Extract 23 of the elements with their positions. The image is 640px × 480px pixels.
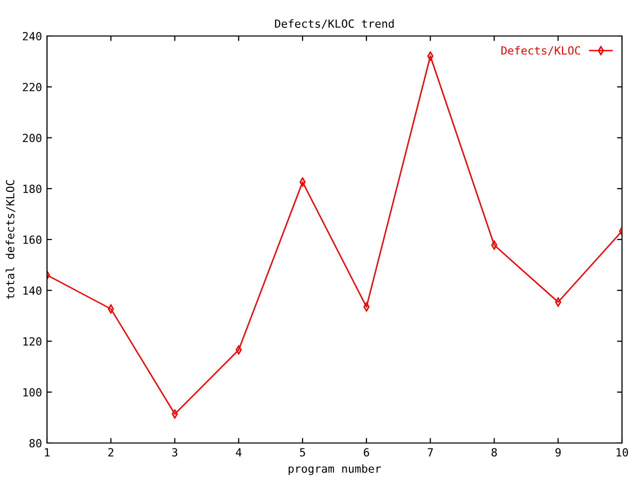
y-tick-label: 100: [23, 388, 42, 397]
x-tick-label: 6: [364, 448, 370, 457]
legend-label: Defects/KLOC: [501, 46, 580, 56]
x-tick-label: 9: [555, 448, 561, 457]
y-tick-label: 120: [23, 337, 42, 346]
x-axis-title: program number: [288, 464, 381, 476]
y-tick-label: 180: [23, 184, 42, 194]
x-tick-label: 8: [492, 448, 497, 457]
x-tick-label: 2: [108, 448, 114, 456]
x-tick-label: 5: [300, 448, 306, 457]
y-tick-label: 80: [29, 439, 42, 448]
x-tick-label: 10: [616, 448, 628, 457]
chart-title: Defects/KLOC trend: [275, 19, 394, 29]
y-axis-title: total defects/KLOC: [6, 180, 16, 299]
y-tick-label: 200: [22, 134, 42, 142]
x-tick-label: 1: [44, 448, 50, 456]
y-tick-label: 140: [23, 286, 42, 295]
x-tick-label: 7: [428, 448, 433, 456]
x-tick-label: 3: [172, 448, 178, 457]
y-tick-label: 240: [22, 32, 42, 40]
x-tick-label: 4: [236, 448, 242, 456]
y-tick-label: 220: [22, 82, 42, 92]
y-tick-label: 160: [23, 236, 42, 244]
